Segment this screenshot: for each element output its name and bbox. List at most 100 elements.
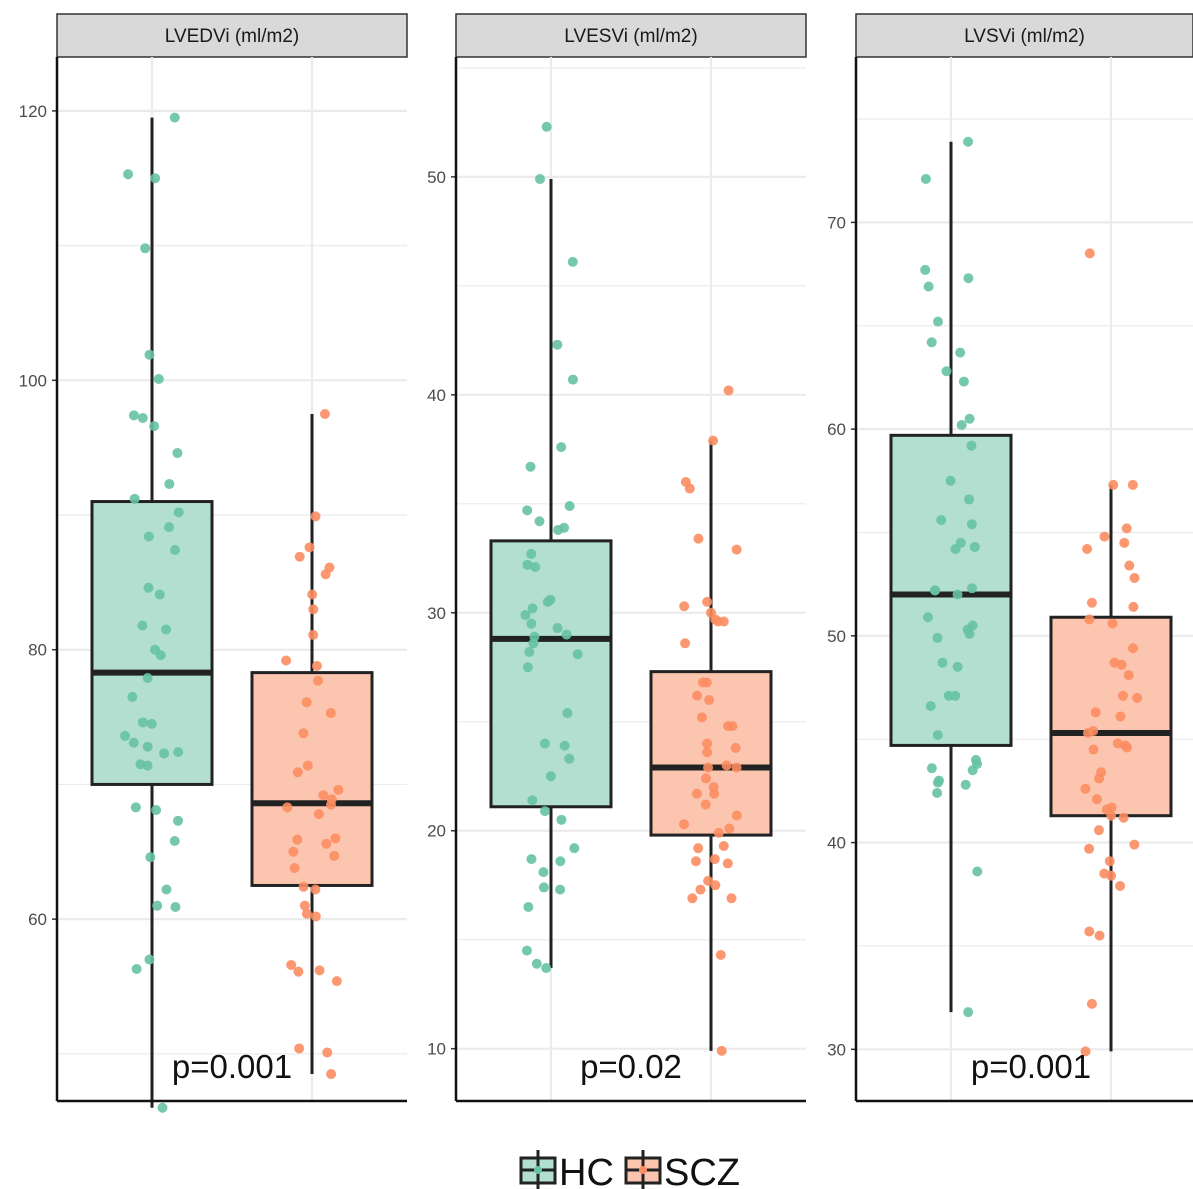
data-point: [288, 846, 299, 857]
data-point: [709, 788, 720, 799]
data-point: [697, 677, 708, 688]
data-point: [154, 589, 165, 600]
data-point: [173, 507, 184, 518]
legend-key-hc-dot: [534, 1166, 542, 1174]
data-point: [329, 850, 340, 861]
y-tick-label: 50: [827, 627, 846, 646]
data-point: [1127, 479, 1138, 490]
data-point: [709, 854, 720, 865]
data-point: [318, 790, 329, 801]
data-point: [151, 805, 162, 816]
data-point: [966, 440, 977, 451]
data-point: [952, 661, 963, 672]
data-point: [173, 747, 184, 758]
data-point: [967, 583, 978, 594]
data-point: [964, 494, 975, 505]
data-point: [1084, 614, 1095, 625]
data-point: [1094, 930, 1105, 941]
series-hc: [889, 136, 1013, 1018]
data-point: [319, 408, 330, 419]
data-point: [964, 413, 975, 424]
data-point: [294, 1043, 305, 1054]
data-point: [932, 730, 943, 741]
data-point: [311, 660, 322, 671]
data-point: [531, 958, 542, 969]
data-point: [1093, 825, 1104, 836]
data-point: [715, 949, 726, 960]
data-point: [313, 675, 324, 686]
data-point: [1106, 810, 1117, 821]
data-point: [731, 810, 742, 821]
data-point: [282, 802, 293, 813]
data-point: [172, 448, 183, 459]
data-point: [325, 708, 336, 719]
data-point: [539, 738, 550, 749]
data-point: [702, 747, 713, 758]
series-hc: [489, 121, 613, 974]
data-point: [131, 963, 142, 974]
data-point: [920, 264, 931, 275]
legend: HC SCZ: [519, 1150, 740, 1189]
data-point: [923, 281, 934, 292]
data-point: [301, 697, 312, 708]
data-point: [161, 624, 172, 635]
data-point: [731, 544, 742, 555]
data-point: [542, 596, 553, 607]
data-point: [552, 623, 563, 634]
data-point: [130, 802, 141, 813]
data-point: [331, 976, 342, 987]
data-point: [527, 603, 538, 614]
data-point: [555, 884, 566, 895]
data-point: [1104, 856, 1115, 867]
data-point: [310, 511, 321, 522]
data-point: [693, 843, 704, 854]
data-point: [932, 777, 943, 788]
facet-strip-label: LVEDVi (ml/m2): [165, 26, 299, 47]
data-point: [173, 815, 184, 826]
data-point: [1108, 479, 1119, 490]
data-point: [1086, 998, 1097, 1009]
data-point: [302, 760, 313, 771]
data-point: [1080, 1046, 1091, 1057]
data-point: [521, 945, 532, 956]
data-point: [1116, 659, 1127, 670]
data-point: [925, 701, 936, 712]
legend-item-scz: SCZ: [624, 1150, 740, 1189]
legend-label-scz: SCZ: [664, 1152, 740, 1189]
data-point: [963, 136, 974, 147]
y-tick-label: 20: [427, 822, 446, 841]
series-scz: [250, 408, 374, 1080]
data-point: [308, 629, 319, 640]
data-point: [693, 533, 704, 544]
data-point: [526, 548, 537, 559]
data-point: [137, 717, 148, 728]
data-point: [1107, 618, 1118, 629]
data-point: [701, 773, 712, 784]
data-point: [1129, 839, 1140, 850]
data-point: [556, 814, 567, 825]
data-point: [144, 349, 155, 360]
data-point: [932, 632, 943, 643]
series-hc: [90, 112, 214, 1113]
facet-panel-3: LVSVi (ml/m2) 30 40 50 60 70 p=0.001: [827, 13, 1193, 1103]
data-point: [538, 882, 549, 893]
facet-panel-2: LVESVi (ml/m2) 10 20 30 40 50 p=0.02: [427, 13, 807, 1103]
data-point: [149, 421, 160, 432]
y-tick-label: 10: [427, 1040, 446, 1059]
data-point: [704, 694, 715, 705]
data-point: [159, 748, 170, 759]
data-point: [958, 376, 969, 387]
data-point: [960, 779, 971, 790]
box-iqr: [1049, 615, 1173, 818]
data-point: [320, 569, 331, 580]
data-point: [140, 243, 151, 254]
data-point: [299, 900, 310, 911]
series-scz: [1049, 248, 1173, 1057]
facet-strip: [455, 13, 807, 58]
data-point: [144, 954, 155, 965]
data-point: [1084, 248, 1095, 259]
data-point: [298, 728, 309, 739]
data-point: [120, 730, 131, 741]
y-tick-label: 100: [19, 371, 47, 390]
